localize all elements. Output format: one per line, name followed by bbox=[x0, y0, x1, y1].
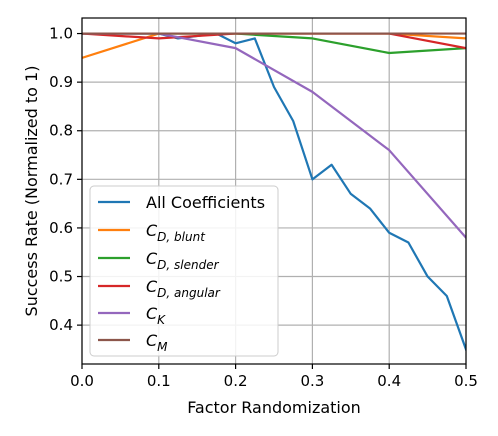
x-tick-label: 0.2 bbox=[224, 372, 248, 390]
y-tick-label: 0.9 bbox=[49, 73, 73, 91]
legend-entry-all-coefficients: All Coefficients bbox=[146, 193, 265, 212]
y-tick-label: 0.6 bbox=[49, 219, 73, 237]
ticks: 0.0 0.1 0.2 0.3 0.4 0.5 0.4 0.5 0.6 0.7 0.8 0.9 1.0 bbox=[49, 25, 478, 390]
y-tick-label: 0.8 bbox=[49, 122, 73, 140]
y-tick-label: 0.5 bbox=[49, 268, 73, 286]
legend-entry-c-d-blunt: CD, blunt bbox=[146, 221, 206, 244]
plot-frame bbox=[81, 17, 467, 365]
legend-entry-c-d-angular: CD, angular bbox=[146, 277, 221, 300]
y-tick-label: 0.7 bbox=[49, 170, 73, 188]
x-axis-label: Factor Randomization bbox=[187, 398, 361, 417]
legend-entry-c-d-slender: CD, slender bbox=[146, 249, 220, 272]
legend-entry-c-m: CM bbox=[146, 331, 168, 354]
legend: All Coefficients CD, blunt CD, slender CD, … bbox=[89, 185, 279, 357]
y-axis-label: Success Rate (Normalized to 1) bbox=[22, 66, 41, 317]
y-tick-label: 0.4 bbox=[49, 316, 73, 334]
y-tick-label: 1.0 bbox=[49, 25, 73, 43]
x-tick-label: 0.5 bbox=[454, 372, 478, 390]
x-tick-label: 0.3 bbox=[300, 372, 324, 390]
legend-box bbox=[89, 185, 279, 357]
x-tick-label: 0.0 bbox=[70, 372, 94, 390]
legend-entry-c-k: CK bbox=[146, 304, 166, 327]
x-tick-label: 0.1 bbox=[147, 372, 171, 390]
x-tick-label: 0.4 bbox=[377, 372, 401, 390]
series-layer bbox=[82, 32, 466, 351]
